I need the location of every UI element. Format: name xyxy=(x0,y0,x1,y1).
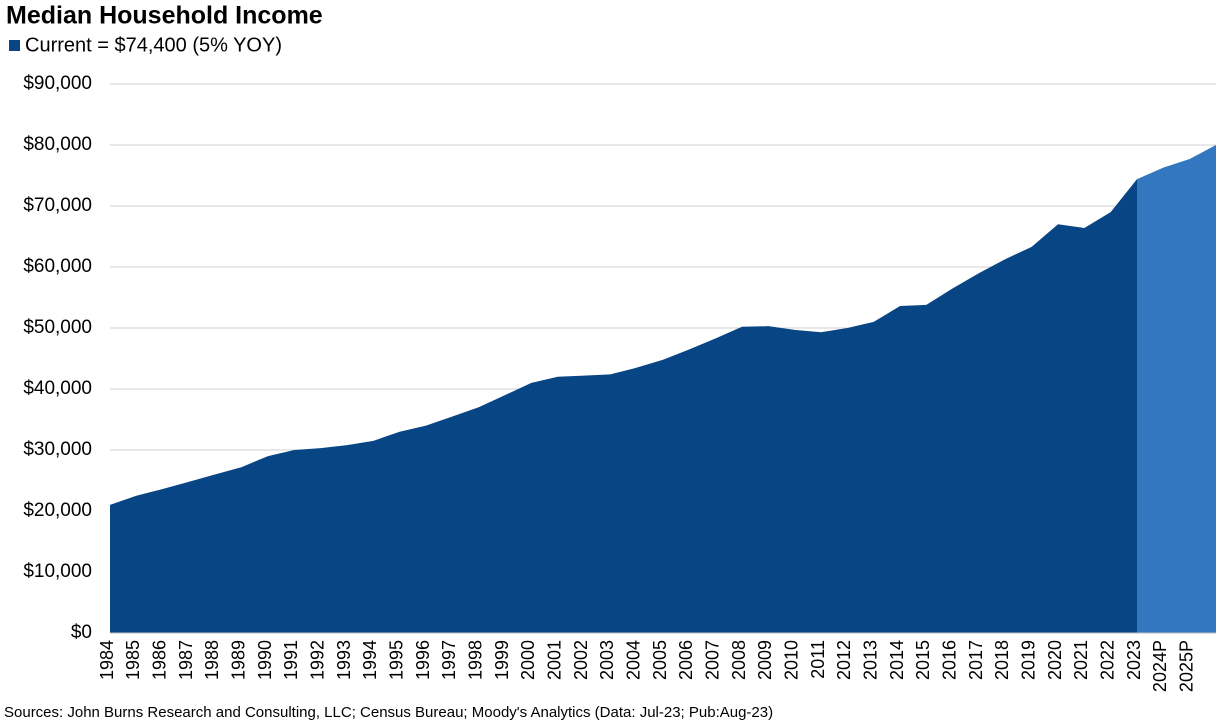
x-tick-label: 2022 xyxy=(1097,640,1117,680)
x-tick-label: 1984 xyxy=(97,640,117,680)
x-tick-label: 2017 xyxy=(966,640,986,680)
x-tick-label: 2015 xyxy=(913,640,933,680)
x-tick-label: 1998 xyxy=(465,640,485,680)
x-tick-label: 2005 xyxy=(650,640,670,680)
x-tick-label: 1990 xyxy=(255,640,275,680)
x-tick-label: 2018 xyxy=(992,640,1012,680)
x-tick-label: 2000 xyxy=(518,640,538,680)
x-tick-label: 2024P xyxy=(1150,640,1170,692)
x-tick-label: 2009 xyxy=(755,640,775,680)
area xyxy=(110,179,1137,633)
x-tick-label: 2020 xyxy=(1045,640,1065,680)
x-tick-label: 1988 xyxy=(202,640,222,680)
x-tick-label: 1995 xyxy=(386,640,406,680)
y-tick-label: $10,000 xyxy=(23,561,92,582)
y-tick-label: $20,000 xyxy=(23,500,92,521)
x-tick-label: 2019 xyxy=(1018,640,1038,680)
y-tick-label: $50,000 xyxy=(23,317,92,338)
x-tick-label: 2006 xyxy=(676,640,696,680)
x-tick-label: 2012 xyxy=(834,640,854,680)
y-tick-label: $30,000 xyxy=(23,439,92,460)
x-tick-label: 2008 xyxy=(729,640,749,680)
x-tick-label: 2003 xyxy=(597,640,617,680)
x-tick-label: 2021 xyxy=(1071,640,1091,680)
x-tick-label: 1987 xyxy=(176,640,196,680)
x-tick-label: 1989 xyxy=(228,640,248,680)
x-tick-label: 1999 xyxy=(492,640,512,680)
y-tick-label: $60,000 xyxy=(23,256,92,277)
x-tick-label: 2010 xyxy=(781,640,801,680)
x-tick-label: 2004 xyxy=(623,640,643,680)
chart-title: Median Household Income xyxy=(6,2,323,30)
x-tick-label: 2007 xyxy=(702,640,722,680)
x-tick-label: 2014 xyxy=(887,640,907,680)
legend-swatch xyxy=(9,40,20,51)
x-tick-label: 1994 xyxy=(360,640,380,680)
x-tick-label: 2013 xyxy=(860,640,880,680)
x-tick-label: 1993 xyxy=(334,640,354,680)
x-tick-label: 1985 xyxy=(123,640,143,680)
y-tick-label: $40,000 xyxy=(23,378,92,399)
x-tick-label: 1992 xyxy=(307,640,327,680)
x-tick-label: 1991 xyxy=(281,640,301,680)
area xyxy=(1137,145,1216,633)
x-tick-label: 1997 xyxy=(439,640,459,680)
y-tick-label: $80,000 xyxy=(23,134,92,155)
y-tick-label: $0 xyxy=(71,622,92,643)
x-tick-label: 1986 xyxy=(149,640,169,680)
x-tick-label: 2023 xyxy=(1124,640,1144,680)
source-note: Sources: John Burns Research and Consult… xyxy=(4,704,773,721)
legend-label: Current = $74,400 (5% YOY) xyxy=(25,34,282,56)
x-tick-label: 2025P xyxy=(1176,640,1196,692)
x-tick-label: 2001 xyxy=(544,640,564,680)
y-tick-label: $90,000 xyxy=(23,73,92,94)
x-tick-label: 2011 xyxy=(808,640,828,679)
x-tick-label: 2002 xyxy=(571,640,591,680)
x-tick-label: 1996 xyxy=(413,640,433,680)
y-tick-label: $70,000 xyxy=(23,195,92,216)
x-tick-label: 2016 xyxy=(939,640,959,680)
